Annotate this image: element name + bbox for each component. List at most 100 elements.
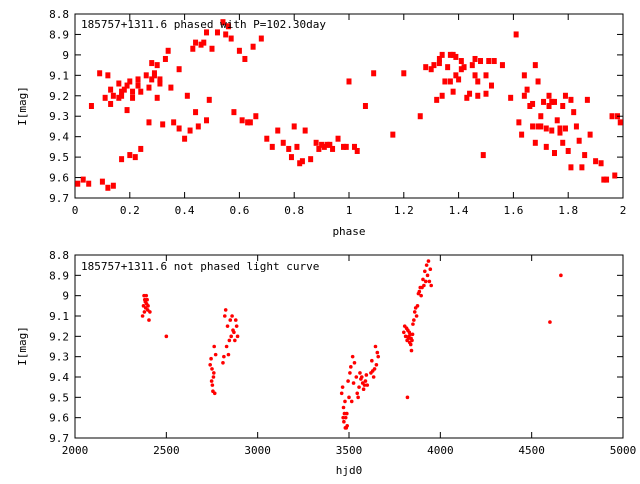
data-point [151,70,157,77]
data-point [291,123,297,130]
data-point [478,58,484,65]
data-point [530,100,536,107]
data-point [209,356,213,361]
data-point [453,53,459,60]
data-point [617,119,623,126]
data-point [376,354,381,359]
data-point [362,383,367,387]
data-point [231,109,237,116]
data-point [236,47,242,54]
data-point [347,395,351,400]
data-point [579,164,585,171]
data-point [288,154,294,161]
data-point [488,82,494,89]
y-tick-label: 9.5 [49,151,69,164]
data-point [294,143,300,150]
data-point [146,84,152,91]
data-point [198,41,204,48]
data-point [146,119,152,126]
x-tick-label: 1.2 [394,204,414,217]
data-point [222,354,226,359]
y-tick-label: 9.5 [49,391,69,404]
data-point [154,94,160,101]
data-point [546,92,552,99]
data-point [102,94,108,101]
data-point [560,139,566,146]
data-point [143,72,149,79]
data-point [130,94,136,101]
unphased-light-curve-panel: 2000 2500 3000 3500 4000 4500 5000 8.8 8.9 9 9.1 9… [16,249,636,477]
data-point [543,125,549,132]
plot-frame-phased [74,13,624,199]
data-point [557,129,563,136]
data-point [546,103,552,109]
data-point [345,424,349,428]
phased-x-axis-label: phase [332,225,365,238]
data-point [176,66,182,73]
data-point [119,156,125,163]
data-point [343,415,348,420]
data-point [88,103,94,109]
data-point [436,60,442,67]
data-point [469,62,475,69]
data-point [302,127,308,134]
data-point [280,139,286,146]
data-point [375,350,380,355]
x-tick-label: 4000 [427,444,454,457]
data-point [110,92,116,99]
data-point [355,391,360,396]
data-point [149,60,155,67]
data-point [148,310,152,314]
data-point [97,70,103,77]
data-point [223,308,228,312]
data-point [342,419,346,424]
data-point [516,119,522,126]
data-point [475,92,481,99]
data-point [402,330,406,335]
data-point [357,385,361,389]
data-point [552,150,557,157]
unphased-chart-title: 185757+1311.6 not phased light curve [81,260,319,273]
unphased-y-ticks: 8.8 8.9 9 9.1 9.2 9.3 9.4 9.5 9.6 9.7 [49,249,623,445]
data-point [242,55,248,62]
x-tick-label: 1.4 [449,204,469,217]
data-point [204,117,210,124]
y-tick-label: 9.3 [49,351,69,364]
data-point [361,387,366,392]
data-point [535,123,541,130]
phased-light-curve-panel: 0 0.2 0.4 0.6 0.8 1 1.2 1.4 1.6 1.8 2 8.8 8.9 9 9.1 9.… [16,8,626,238]
data-point [354,375,359,379]
data-point [162,55,168,62]
y-tick-label: 9.7 [49,192,69,205]
y-tick-label: 9.2 [49,90,69,103]
phased-y-axis-label: I[mag] [16,86,29,126]
data-point [423,64,429,71]
data-point [146,304,150,308]
data-point [431,62,437,69]
data-point [108,86,114,93]
data-point [206,96,212,103]
data-point [538,123,544,130]
data-point [135,82,141,89]
data-point [235,334,240,339]
data-point [239,117,245,124]
data-point [351,143,357,150]
data-point [483,90,489,97]
data-point [472,55,478,62]
data-point [521,72,527,79]
data-point [232,330,236,335]
data-point [165,47,171,54]
data-point [508,94,514,101]
data-point [524,86,530,93]
data-point [549,127,555,134]
data-point [414,314,419,318]
data-point [228,318,233,322]
data-point [297,160,303,167]
data-point [350,354,355,359]
data-point [557,125,563,132]
x-tick-label: 1.6 [503,204,523,217]
data-point [121,86,127,93]
data-point [182,135,188,142]
data-point [124,107,130,114]
